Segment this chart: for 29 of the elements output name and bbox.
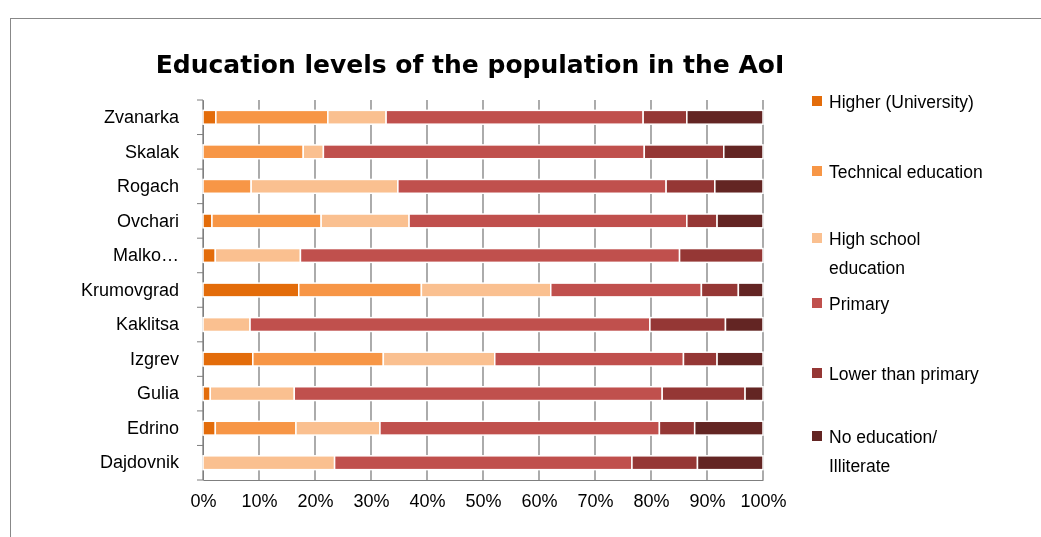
y-tick-label: Krumovgrad — [80, 279, 179, 300]
legend-label: Technical education — [829, 162, 983, 182]
y-tick-label: Gulia — [136, 383, 180, 404]
x-tick-label: 20% — [297, 490, 334, 511]
chart-title: Education levels of the population in the AoI — [155, 50, 785, 79]
y-tick-label: Skalak — [124, 141, 180, 162]
x-tick-label: 30% — [353, 490, 390, 511]
legend-label: Higher (University) — [829, 92, 974, 112]
legend-label: Primary — [829, 294, 890, 314]
y-tick-label: Ovchari — [116, 210, 179, 231]
x-tick-label: 90% — [689, 490, 726, 511]
x-tick-label: 70% — [577, 490, 614, 511]
y-tick-label: Rogach — [116, 176, 179, 197]
y-tick-label: Edrino — [126, 417, 179, 438]
x-tick-label: 10% — [241, 490, 278, 511]
x-tick-label: 40% — [409, 490, 446, 511]
x-tick-label: 80% — [633, 490, 670, 511]
y-tick-label: Dajdovnik — [99, 452, 180, 473]
x-tick-label: 0% — [190, 490, 217, 511]
y-tick-label: Zvanarka — [103, 107, 180, 128]
x-tick-label: 50% — [465, 490, 502, 511]
legend-label: No education/ Illiterate — [829, 427, 938, 476]
y-tick-label: Kaklitsa — [115, 314, 180, 335]
x-tick-label: 60% — [521, 490, 558, 511]
y-tick-label: Malko… — [112, 245, 179, 266]
legend-label: Lower than primary — [829, 364, 980, 384]
legend-label: High school education — [829, 229, 921, 278]
y-tick-label: Izgrev — [129, 348, 179, 369]
x-tick-label: 100% — [740, 490, 787, 511]
